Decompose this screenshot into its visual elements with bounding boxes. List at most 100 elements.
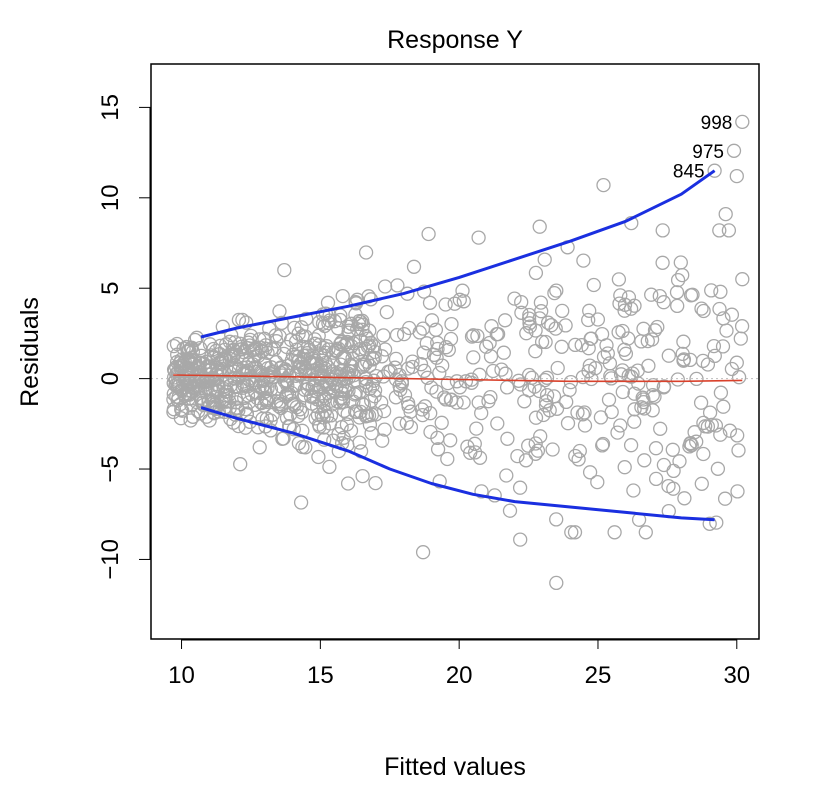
data-point xyxy=(299,311,314,327)
data-point xyxy=(496,345,511,360)
data-point xyxy=(331,427,346,442)
data-point xyxy=(546,389,562,404)
data-point xyxy=(712,301,727,317)
data-point xyxy=(700,357,716,372)
trend-line xyxy=(173,374,743,383)
data-point xyxy=(449,374,465,389)
data-point xyxy=(627,414,642,429)
data-point xyxy=(713,284,728,299)
data-point xyxy=(717,491,733,506)
data-point xyxy=(423,406,438,421)
data-point xyxy=(443,433,458,448)
data-point xyxy=(245,343,260,358)
data-point xyxy=(340,476,356,491)
data-point xyxy=(379,304,394,320)
data-point xyxy=(563,374,579,390)
data-point xyxy=(311,449,326,465)
data-point xyxy=(293,495,309,510)
data-point xyxy=(464,329,480,344)
data-point xyxy=(183,350,199,366)
data-point xyxy=(470,328,485,344)
data-point xyxy=(240,379,255,394)
x-tick-label: 30 xyxy=(723,662,750,689)
data-point xyxy=(276,431,291,446)
data-point xyxy=(572,443,587,459)
data-point xyxy=(264,367,279,382)
data-point xyxy=(618,346,634,361)
data-point xyxy=(656,457,672,473)
data-point xyxy=(532,219,547,234)
outlier-label: 845 xyxy=(673,162,705,183)
data-point xyxy=(421,226,436,242)
data-point xyxy=(593,410,609,425)
data-point xyxy=(534,304,549,319)
data-point xyxy=(467,445,483,460)
data-point xyxy=(512,480,528,495)
data-point xyxy=(300,381,316,397)
data-point xyxy=(362,338,377,353)
data-point xyxy=(350,321,365,337)
data-point xyxy=(388,390,404,405)
data-point xyxy=(707,163,722,178)
data-point xyxy=(288,349,304,364)
data-point xyxy=(440,451,455,467)
data-point xyxy=(360,331,375,346)
data-point xyxy=(279,339,294,355)
data-point xyxy=(466,350,481,365)
data-point xyxy=(352,313,367,329)
data-point xyxy=(655,223,670,238)
data-point xyxy=(300,340,316,355)
data-point xyxy=(719,323,734,338)
data-point xyxy=(507,291,522,306)
data-point xyxy=(731,443,746,458)
data-point xyxy=(645,387,660,403)
data-point xyxy=(327,314,342,329)
chart-title: Response Y xyxy=(387,26,523,54)
data-point xyxy=(429,384,444,399)
data-point xyxy=(324,372,340,388)
data-point xyxy=(377,279,393,294)
data-point xyxy=(615,384,630,400)
data-point xyxy=(677,491,692,506)
data-point xyxy=(716,399,731,414)
data-point xyxy=(490,326,506,342)
data-point xyxy=(355,468,370,484)
data-point xyxy=(547,285,562,301)
data-point xyxy=(713,427,728,442)
data-point xyxy=(187,373,202,388)
data-point xyxy=(240,388,256,403)
data-point xyxy=(319,409,335,424)
data-point xyxy=(644,332,660,347)
data-point xyxy=(521,367,537,383)
data-point xyxy=(590,312,606,327)
outlier-label: 975 xyxy=(692,142,724,163)
data-point xyxy=(510,448,525,464)
data-point xyxy=(539,370,555,385)
data-point xyxy=(575,407,591,422)
data-point xyxy=(710,461,726,476)
data-point xyxy=(729,168,744,184)
data-point xyxy=(568,448,583,464)
data-point xyxy=(684,438,699,453)
data-point xyxy=(252,440,267,455)
data-point xyxy=(581,312,596,328)
data-point xyxy=(441,342,456,358)
data-point xyxy=(532,311,547,326)
data-point xyxy=(586,277,601,293)
data-point xyxy=(670,372,685,387)
data-point xyxy=(419,336,434,351)
data-point xyxy=(415,545,431,560)
data-point xyxy=(647,323,663,338)
data-point xyxy=(539,388,555,403)
data-point xyxy=(467,436,482,451)
data-point xyxy=(487,488,502,503)
data-point xyxy=(279,410,295,426)
data-point xyxy=(613,418,628,433)
data-point xyxy=(286,422,301,437)
data-point xyxy=(321,386,336,401)
data-point xyxy=(258,391,274,407)
data-point xyxy=(650,319,665,335)
data-point xyxy=(645,403,660,418)
data-point xyxy=(213,338,228,354)
data-point xyxy=(368,407,383,422)
